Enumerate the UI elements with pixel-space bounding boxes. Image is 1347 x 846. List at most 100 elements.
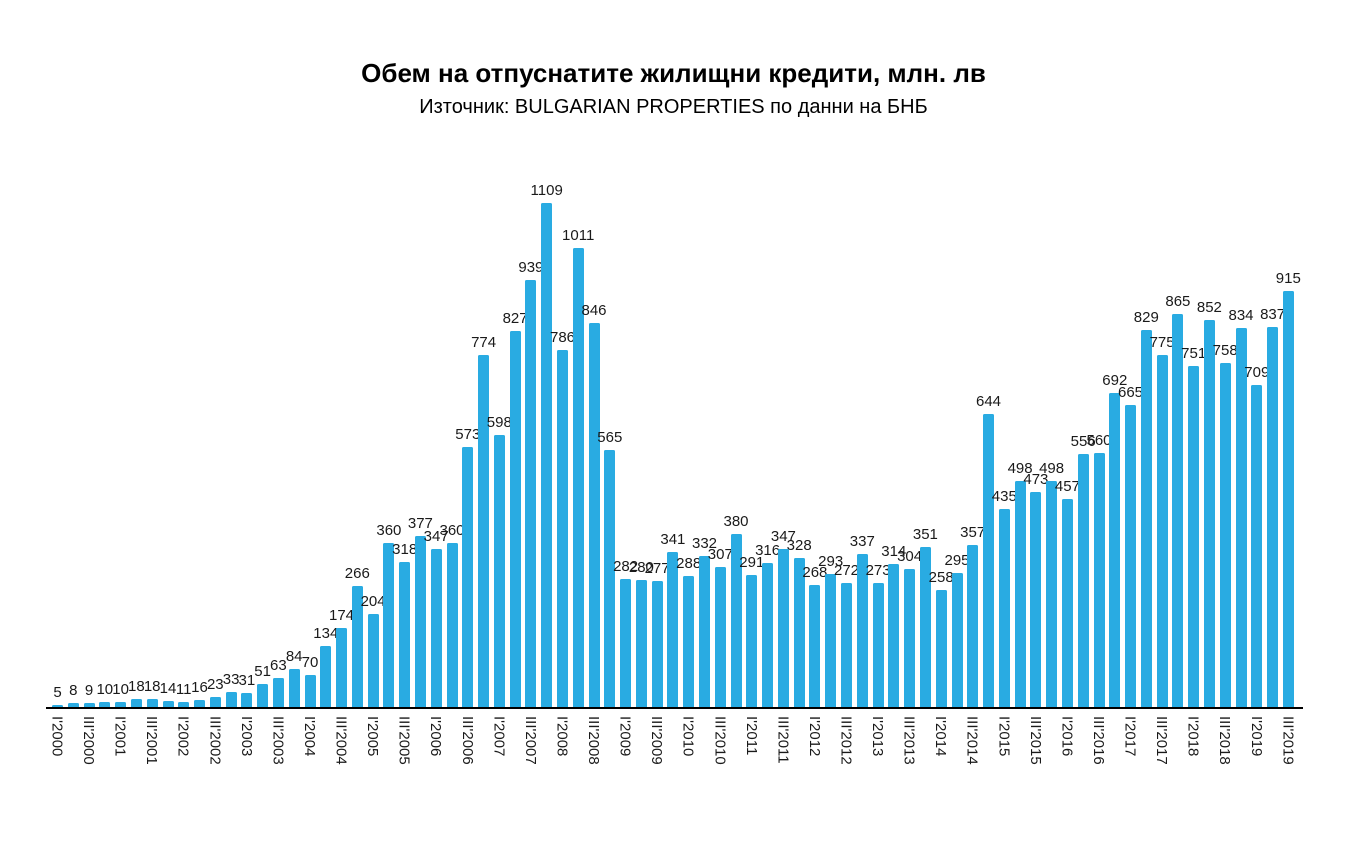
x-tick-label: III'2016 <box>1090 716 1107 765</box>
bar-value-label: 268 <box>802 564 828 581</box>
bar <box>162 701 174 707</box>
bar <box>904 569 916 707</box>
x-tick-label: III'2006 <box>458 716 476 765</box>
bar-value-label: 33 <box>222 671 240 688</box>
bar-value-label: 84 <box>285 648 303 665</box>
bar-value-label: 498 <box>1039 460 1065 477</box>
bar <box>714 567 726 707</box>
bar <box>446 543 458 707</box>
bar-value-label: 204 <box>360 593 386 610</box>
bar-value-label: 692 <box>1102 372 1128 389</box>
bar-value-label: 709 <box>1244 364 1270 381</box>
bar <box>1061 499 1073 707</box>
bar-value-label: 775 <box>1149 334 1175 351</box>
bar-value-label: 337 <box>849 533 875 550</box>
bar-value-label: 751 <box>1181 345 1207 362</box>
x-tick-label: I'2012 <box>805 716 823 757</box>
bar-value-label: 341 <box>660 531 686 548</box>
x-tick-label: III'2012 <box>837 716 855 765</box>
bar <box>730 534 742 707</box>
bar <box>430 549 442 707</box>
bar <box>478 355 490 707</box>
bar-value-label: 328 <box>786 537 812 554</box>
bar <box>841 583 852 707</box>
bar-value-label: 16 <box>191 679 208 696</box>
bar-value-label: 837 <box>1260 306 1286 323</box>
bar-value-label: 23 <box>206 676 224 693</box>
bar-value-label: 560 <box>1086 432 1112 449</box>
x-tick-label: I'2010 <box>679 716 697 757</box>
bar <box>919 547 931 707</box>
bar <box>809 585 821 707</box>
bar <box>83 703 95 707</box>
bar-value-label: 8 <box>69 682 78 699</box>
bar <box>620 579 632 707</box>
bar-value-label: 786 <box>549 329 576 346</box>
bar-value-label: 258 <box>928 569 954 586</box>
bar-value-label: 293 <box>818 553 844 570</box>
x-tick-label: III'2013 <box>900 716 918 765</box>
x-tick-label: I'2014 <box>932 716 950 757</box>
bar <box>541 203 553 707</box>
x-tick-label: III'2018 <box>1216 716 1234 765</box>
bar <box>1172 314 1184 707</box>
bar <box>746 575 758 707</box>
bar-value-label: 5 <box>53 684 62 701</box>
x-tick-label: I'2007 <box>490 716 508 757</box>
bar-value-label: 18 <box>128 678 145 695</box>
bar <box>762 563 774 707</box>
bar <box>525 280 537 707</box>
bar <box>1077 454 1089 707</box>
x-tick-label: I'2013 <box>869 716 887 757</box>
bar-value-label: 272 <box>833 562 860 579</box>
bar-value-label: 380 <box>723 513 749 530</box>
bar-value-label: 10 <box>112 681 129 698</box>
bar <box>1219 363 1231 707</box>
chart-subtitle: Източник: BULGARIAN PROPERTIES по данни … <box>419 96 928 118</box>
bar-value-label: 573 <box>455 426 481 443</box>
bar-value-label: 273 <box>865 562 891 579</box>
bar-value-label: 347 <box>770 528 796 545</box>
bar-value-label: 377 <box>407 515 433 532</box>
bar-value-label: 351 <box>912 526 938 543</box>
bar-value-label: 295 <box>944 552 970 569</box>
bar <box>667 552 679 707</box>
bar <box>872 583 884 707</box>
bar <box>935 590 947 707</box>
bar-value-label: 939 <box>518 259 544 276</box>
x-tick-label: III'2000 <box>80 716 98 765</box>
bar <box>998 509 1010 707</box>
x-tick-label: III'2017 <box>1153 716 1171 765</box>
bar-value-label: 1011 <box>562 227 595 244</box>
bar-value-label: 134 <box>313 625 339 642</box>
bar <box>509 331 521 707</box>
bar <box>651 581 663 707</box>
x-tick-label: I'2017 <box>1121 716 1139 757</box>
bar-value-label: 9 <box>84 682 94 699</box>
x-tick-label: III'2004 <box>332 716 350 765</box>
bar <box>336 628 347 707</box>
bar-value-label: 829 <box>1133 309 1159 326</box>
x-tick-label: I'2000 <box>48 716 66 757</box>
bar-value-label: 556 <box>1070 433 1096 450</box>
bar <box>1109 393 1121 707</box>
bar <box>99 702 111 707</box>
x-tick-label: III'2019 <box>1279 716 1297 765</box>
x-tick-label: I'2011 <box>742 716 760 756</box>
bar <box>793 558 805 707</box>
bar <box>1188 366 1200 707</box>
x-tick-label: III'2010 <box>711 716 729 765</box>
bar-value-label: 565 <box>597 429 623 446</box>
bar-value-label: 316 <box>755 542 781 559</box>
bar <box>1235 328 1247 707</box>
bar <box>241 693 253 707</box>
bar-value-label: 63 <box>270 657 287 674</box>
bar <box>194 700 205 707</box>
x-tick-label: III'2009 <box>648 716 666 765</box>
bar <box>115 702 127 707</box>
bar <box>414 536 426 707</box>
bar-value-label: 11 <box>175 681 192 698</box>
bar <box>856 554 868 707</box>
bar <box>1125 405 1136 707</box>
x-tick-label: I'2001 <box>111 716 129 757</box>
